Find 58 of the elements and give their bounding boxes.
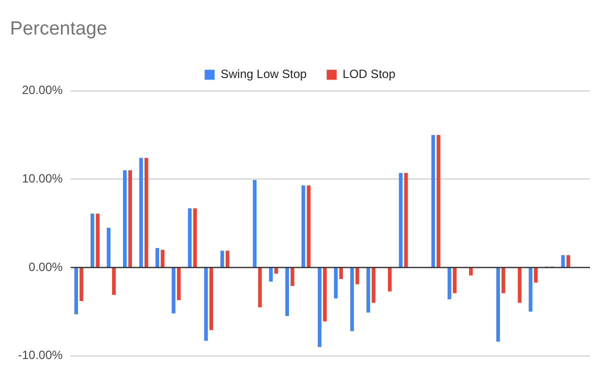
bar	[285, 268, 289, 316]
bar	[252, 180, 257, 267]
bar	[404, 172, 408, 267]
y-tick-label: -10.00%	[18, 348, 64, 362]
bar	[431, 134, 436, 267]
bar	[80, 268, 84, 302]
y-tick-label: 10.00%	[22, 171, 64, 186]
bar	[144, 158, 148, 267]
bar	[452, 268, 457, 294]
bar	[193, 208, 197, 267]
bar	[355, 268, 360, 284]
bar	[188, 208, 192, 267]
bar	[502, 268, 506, 294]
bar	[350, 268, 354, 332]
bar	[334, 268, 338, 298]
bar	[74, 268, 78, 314]
legend-label: Swing Low Stop	[220, 67, 308, 82]
bar	[112, 268, 116, 295]
bar	[274, 268, 278, 274]
bar	[339, 268, 343, 279]
bar	[290, 268, 294, 286]
bar	[496, 268, 500, 342]
bar	[96, 214, 100, 267]
y-tick-label: 0.00%	[28, 260, 64, 274]
bar	[155, 248, 160, 267]
bar	[106, 228, 110, 267]
bar	[372, 268, 376, 303]
bar	[318, 268, 322, 347]
bar	[204, 268, 208, 341]
bar	[518, 268, 522, 303]
bar	[123, 170, 127, 267]
bar	[436, 134, 440, 267]
bar	[323, 268, 327, 322]
bar	[160, 250, 164, 267]
bar	[226, 250, 230, 267]
bar	[566, 255, 570, 267]
bar	[139, 158, 143, 267]
bar	[176, 268, 181, 300]
bar	[269, 268, 273, 282]
bar	[388, 268, 392, 292]
bar	[448, 268, 452, 300]
legend-label: LOD Stop	[342, 67, 396, 82]
bar	[366, 268, 370, 313]
bar	[220, 250, 224, 267]
bar	[469, 268, 473, 276]
bar	[528, 268, 532, 312]
bar	[128, 170, 132, 267]
bar	[306, 185, 310, 267]
bar	[172, 268, 176, 314]
bar	[561, 255, 565, 267]
bar	[302, 185, 306, 267]
bar	[90, 214, 94, 267]
y-tick-label: 20.00%	[22, 83, 64, 98]
bar	[209, 268, 214, 330]
chart-title: Percentage	[10, 18, 108, 40]
bar	[258, 268, 262, 308]
bar	[398, 172, 403, 267]
bar	[534, 268, 538, 282]
